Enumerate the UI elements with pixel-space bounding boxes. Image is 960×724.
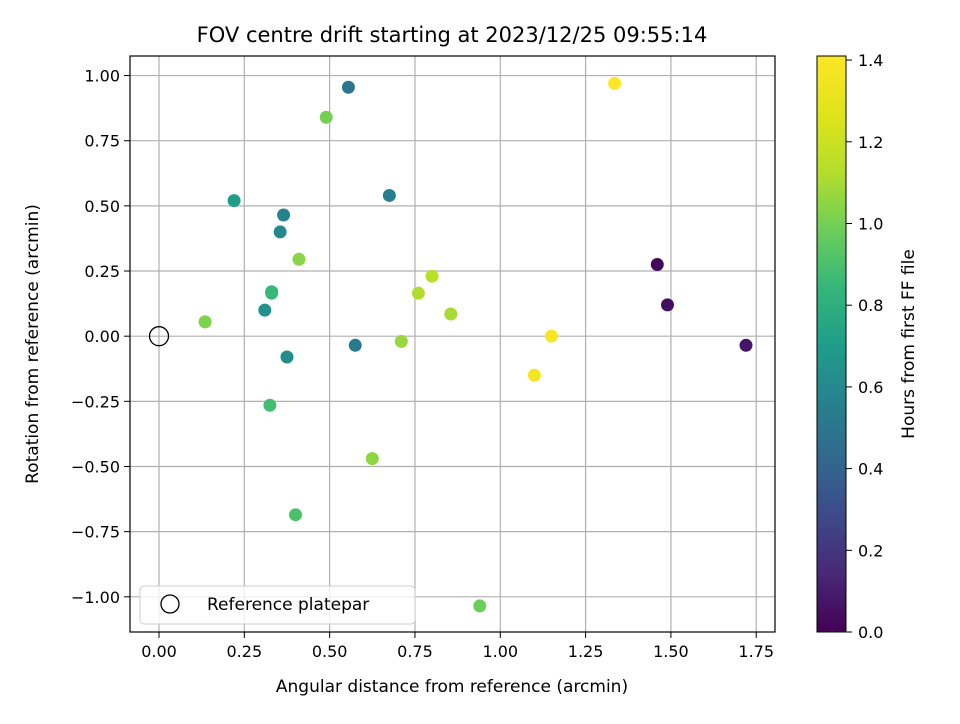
data-point — [263, 398, 277, 412]
legend: Reference platepar — [139, 585, 416, 625]
data-point — [227, 194, 241, 208]
colorbar-tick-label: 1.4 — [858, 51, 883, 70]
colorbar — [816, 55, 847, 633]
data-point — [411, 286, 425, 300]
data-point — [265, 286, 279, 300]
y-axis-title: Rotation from reference (arcmin) — [23, 204, 43, 484]
grid — [130, 56, 775, 632]
reference-layer — [148, 326, 170, 347]
data-point — [198, 315, 212, 329]
data-point — [292, 252, 306, 266]
data-point — [277, 208, 291, 222]
data-point — [444, 307, 458, 321]
x-tick-label: 1.00 — [482, 642, 518, 661]
data-point — [394, 334, 408, 348]
x-axis-title: Angular distance from reference (arcmin) — [276, 677, 628, 697]
colorbar-axis: 0.0 0.2 0.4 0.6 0.8 1.0 1.2 1.4 — [846, 51, 883, 642]
data-point — [608, 76, 622, 90]
data-point — [650, 258, 664, 272]
plot-frame — [129, 55, 776, 633]
colorbar-tick-label: 0.8 — [858, 296, 883, 315]
data-point — [319, 110, 333, 124]
x-tick-label: 0.50 — [312, 642, 348, 661]
x-tick-label: 1.25 — [568, 642, 604, 661]
legend-marker — [160, 594, 180, 614]
x-tick-label: 1.50 — [653, 642, 689, 661]
y-tick-label: −1.00 — [71, 588, 120, 607]
colorbar-tick-label: 0.2 — [858, 541, 883, 560]
data-point — [739, 338, 753, 352]
y-tick-label: 0.25 — [84, 262, 120, 281]
data-point — [425, 269, 439, 283]
data-point — [365, 452, 379, 466]
legend-label: Reference platepar — [207, 595, 369, 615]
chart-title: FOV centre drift starting at 2023/12/25 … — [197, 23, 708, 47]
colorbar-tick-label: 0.4 — [858, 460, 883, 479]
reference-marker — [148, 326, 170, 347]
y-tick-label: 0.50 — [84, 197, 120, 216]
data-point — [473, 599, 487, 613]
y-tick-label: 0.75 — [84, 132, 120, 151]
colorbar-tick-label: 0.0 — [858, 623, 883, 642]
data-point — [341, 80, 355, 94]
colorbar-label: Hours from first FF file — [899, 249, 919, 439]
y-axis: 1.00 0.75 0.50 0.25 0.00 −0.25 −0.50 −0.75 −1.00 — [71, 67, 130, 607]
data-point — [348, 338, 362, 352]
data-point — [382, 188, 396, 202]
colorbar-tick-label: 1.0 — [858, 214, 883, 233]
data-point — [280, 350, 294, 364]
x-tick-label: 0.75 — [397, 642, 433, 661]
data-point — [661, 298, 674, 312]
colorbar-tick-label: 1.2 — [858, 133, 883, 152]
data-point — [258, 303, 272, 317]
data-point — [544, 329, 558, 343]
x-axis: 0.00 0.25 0.50 0.75 1.00 1.25 1.50 1.75 — [141, 632, 774, 661]
x-tick-label: 1.75 — [738, 642, 774, 661]
legend-box — [139, 585, 416, 625]
data-points — [198, 76, 753, 613]
y-tick-label: 1.00 — [84, 67, 120, 86]
y-tick-label: 0.00 — [84, 327, 120, 346]
x-tick-label: 0.25 — [227, 642, 263, 661]
data-point — [273, 225, 287, 239]
y-tick-label: −0.75 — [71, 523, 120, 542]
data-point — [527, 368, 541, 382]
y-tick-label: −0.25 — [71, 392, 120, 411]
y-tick-label: −0.50 — [71, 457, 120, 476]
x-tick-label: 0.00 — [141, 642, 177, 661]
colorbar-tick-label: 0.6 — [858, 378, 883, 397]
data-point — [289, 508, 303, 522]
